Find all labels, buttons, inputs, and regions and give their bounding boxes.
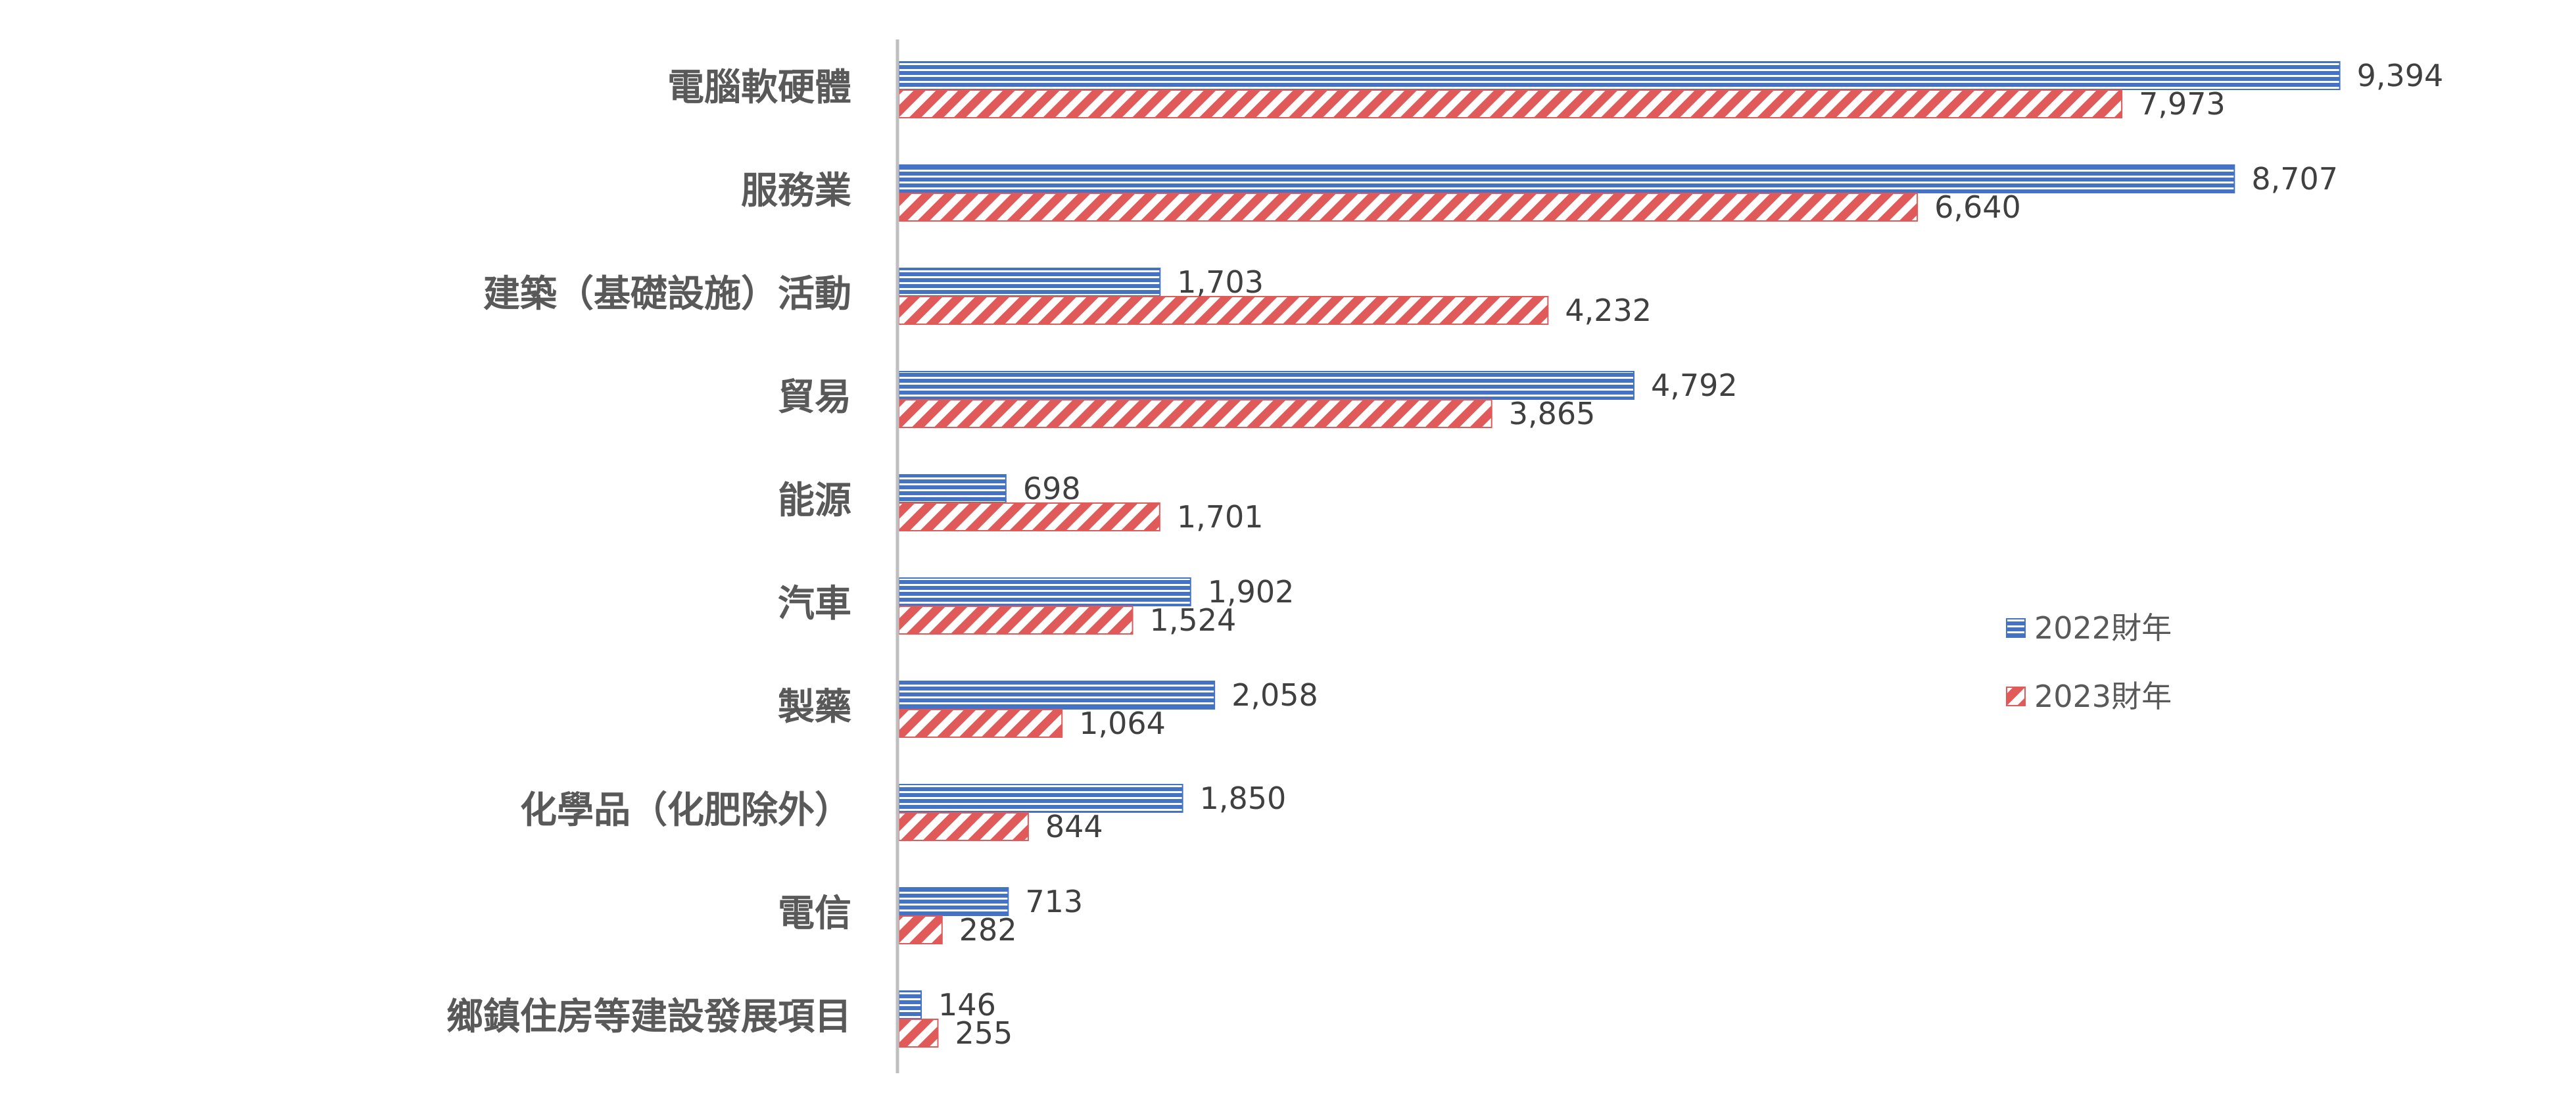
data-label: 1,064 [1079, 706, 1166, 741]
data-label: 255 [955, 1015, 1013, 1051]
data-label: 1,902 [1208, 574, 1295, 610]
data-label: 282 [959, 912, 1017, 948]
legend-label: 2022財年 [2034, 610, 2172, 646]
bars-layer [898, 61, 2341, 1048]
category-label: 電腦軟硬體 [667, 66, 851, 109]
bar-fy2022 [898, 681, 1216, 710]
bar-fy2023 [898, 915, 943, 944]
category-label: 汽車 [778, 583, 851, 625]
bar-fy2022 [898, 164, 2235, 193]
bar-fy2023 [898, 193, 1919, 222]
bar-fy2022 [898, 268, 1161, 297]
bar-fy2022 [898, 474, 1007, 503]
legend-swatch [2006, 687, 2026, 706]
bar-fy2022 [898, 784, 1183, 813]
data-label: 698 [1023, 471, 1081, 506]
bar-fy2023 [898, 709, 1063, 738]
legend-label: 2023財年 [2034, 679, 2172, 714]
category-label: 服務業 [741, 170, 851, 212]
bar-fy2022 [898, 577, 1191, 606]
legend-swatch [2006, 618, 2026, 638]
data-label: 9,394 [2357, 58, 2444, 93]
data-label: 2,058 [1231, 677, 1318, 713]
bar-fy2023 [898, 296, 1549, 325]
bar-fy2023 [898, 1019, 939, 1048]
bar-fy2023 [898, 399, 1492, 428]
data-label: 1,524 [1150, 602, 1237, 638]
category-label: 建築（基礎設施）活動 [483, 273, 851, 316]
data-label: 1,850 [1200, 781, 1287, 816]
category-label: 能源 [778, 479, 851, 522]
bar-fy2022 [898, 61, 2341, 90]
bar-fy2022 [898, 887, 1009, 916]
bar-fy2023 [898, 502, 1160, 531]
data-label: 7,973 [2139, 86, 2226, 122]
bar-fy2022 [898, 990, 922, 1019]
data-label: 6,640 [1934, 189, 2021, 225]
bar-fy2022 [898, 371, 1634, 400]
data-label: 4,232 [1565, 293, 1652, 328]
data-label: 146 [938, 987, 996, 1023]
category-label: 鄉鎮住房等建設發展項目 [446, 996, 851, 1038]
data-label: 8,707 [2251, 161, 2338, 197]
data-label: 4,792 [1651, 368, 1738, 403]
data-label: 844 [1045, 809, 1103, 844]
data-label: 713 [1025, 884, 1083, 919]
category-label: 化學品（化肥除外） [520, 789, 851, 832]
category-label: 製藥 [778, 686, 851, 729]
bar-fy2023 [898, 812, 1029, 841]
category-label: 貿易 [778, 376, 851, 419]
bar-fy2023 [898, 606, 1133, 635]
labels-layer: 電腦軟硬體 9,394 7,973 服務業 8,707 6,640 建築（基礎設施）活動 1,… [446, 58, 2443, 1051]
data-label: 3,865 [1509, 396, 1596, 431]
category-label: 電信 [778, 892, 851, 935]
legend: 2022財年 2023財年 [2006, 610, 2172, 714]
bar-fy2023 [898, 89, 2123, 118]
data-label: 1,701 [1177, 499, 1264, 535]
data-label: 1,703 [1177, 264, 1264, 300]
